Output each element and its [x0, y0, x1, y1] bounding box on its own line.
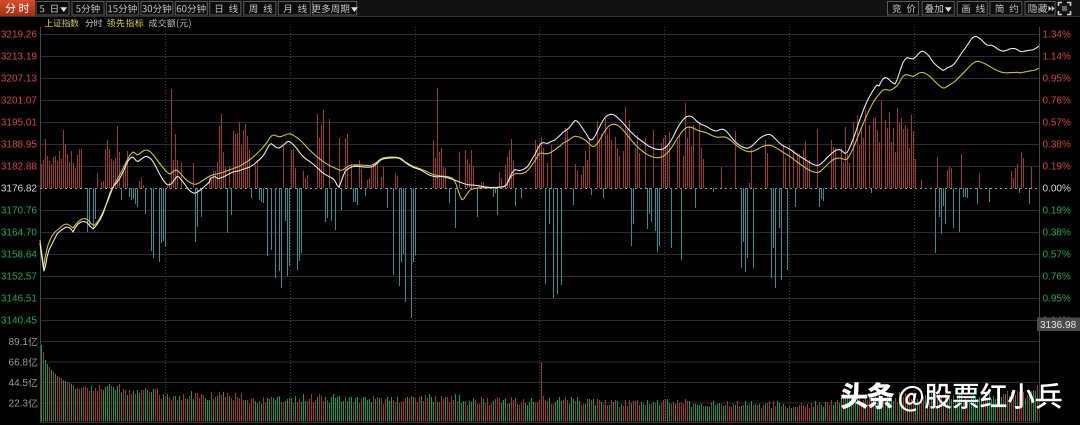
svg-text:1.34%: 1.34% — [1043, 30, 1071, 41]
svg-text:89.1: 89.1 — [9, 337, 29, 348]
svg-text:3207.13: 3207.13 — [1, 74, 38, 85]
svg-text:3146.51: 3146.51 — [1, 294, 38, 305]
svg-text:3152.57: 3152.57 — [1, 272, 38, 283]
svg-text:3140.45: 3140.45 — [1, 316, 38, 327]
svg-text:0.76%: 0.76% — [1043, 272, 1071, 283]
svg-text:0.57%: 0.57% — [1043, 250, 1071, 261]
svg-text:0.38%: 0.38% — [1043, 140, 1071, 151]
svg-text:3182.88: 3182.88 — [1, 162, 38, 173]
svg-text:3188.95: 3188.95 — [1, 140, 38, 151]
svg-text:0.95%: 0.95% — [1043, 294, 1071, 305]
svg-text:3219.26: 3219.26 — [1, 30, 38, 41]
svg-text:3136.98: 3136.98 — [1040, 320, 1077, 331]
svg-text:3170.76: 3170.76 — [1, 206, 38, 217]
svg-text:1.14%: 1.14% — [1043, 52, 1071, 63]
svg-text:0.95%: 0.95% — [1043, 74, 1071, 85]
svg-text:0.57%: 0.57% — [1043, 118, 1071, 129]
svg-text:3213.19: 3213.19 — [1, 52, 38, 63]
svg-text:22.3: 22.3 — [9, 399, 29, 410]
svg-text:3158.64: 3158.64 — [1, 250, 38, 261]
svg-text:3176.82: 3176.82 — [1, 184, 38, 195]
svg-text:3164.70: 3164.70 — [1, 228, 38, 239]
svg-text:0.19%: 0.19% — [1043, 162, 1071, 173]
svg-text:0.38%: 0.38% — [1043, 228, 1071, 239]
svg-text:66.8: 66.8 — [9, 358, 29, 369]
svg-text:0.00%: 0.00% — [1043, 184, 1071, 195]
svg-text:3195.01: 3195.01 — [1, 118, 38, 129]
svg-text:0.19%: 0.19% — [1043, 206, 1071, 217]
svg-text:3201.07: 3201.07 — [1, 96, 38, 107]
svg-text:0.76%: 0.76% — [1043, 96, 1071, 107]
svg-text:44.5: 44.5 — [9, 378, 29, 389]
